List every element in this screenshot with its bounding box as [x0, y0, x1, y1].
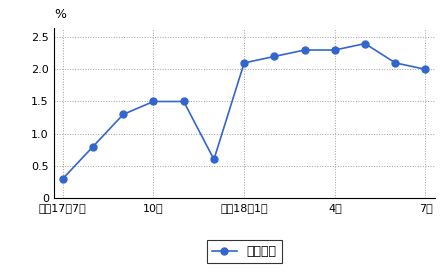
雇用指数	[211, 158, 217, 161]
Legend: 雇用指数: 雇用指数	[207, 240, 282, 263]
Text: %: %	[54, 8, 66, 21]
雇用指数	[60, 177, 65, 180]
雇用指数	[302, 48, 307, 52]
雇用指数	[392, 61, 398, 65]
雇用指数	[332, 48, 337, 52]
雇用指数	[241, 61, 247, 65]
雇用指数	[181, 100, 186, 103]
雇用指数	[90, 145, 96, 148]
雇用指数	[271, 55, 277, 58]
雇用指数	[121, 113, 126, 116]
雇用指数	[362, 42, 368, 45]
雇用指数	[423, 68, 428, 71]
雇用指数	[151, 100, 156, 103]
Line: 雇用指数: 雇用指数	[59, 40, 429, 182]
